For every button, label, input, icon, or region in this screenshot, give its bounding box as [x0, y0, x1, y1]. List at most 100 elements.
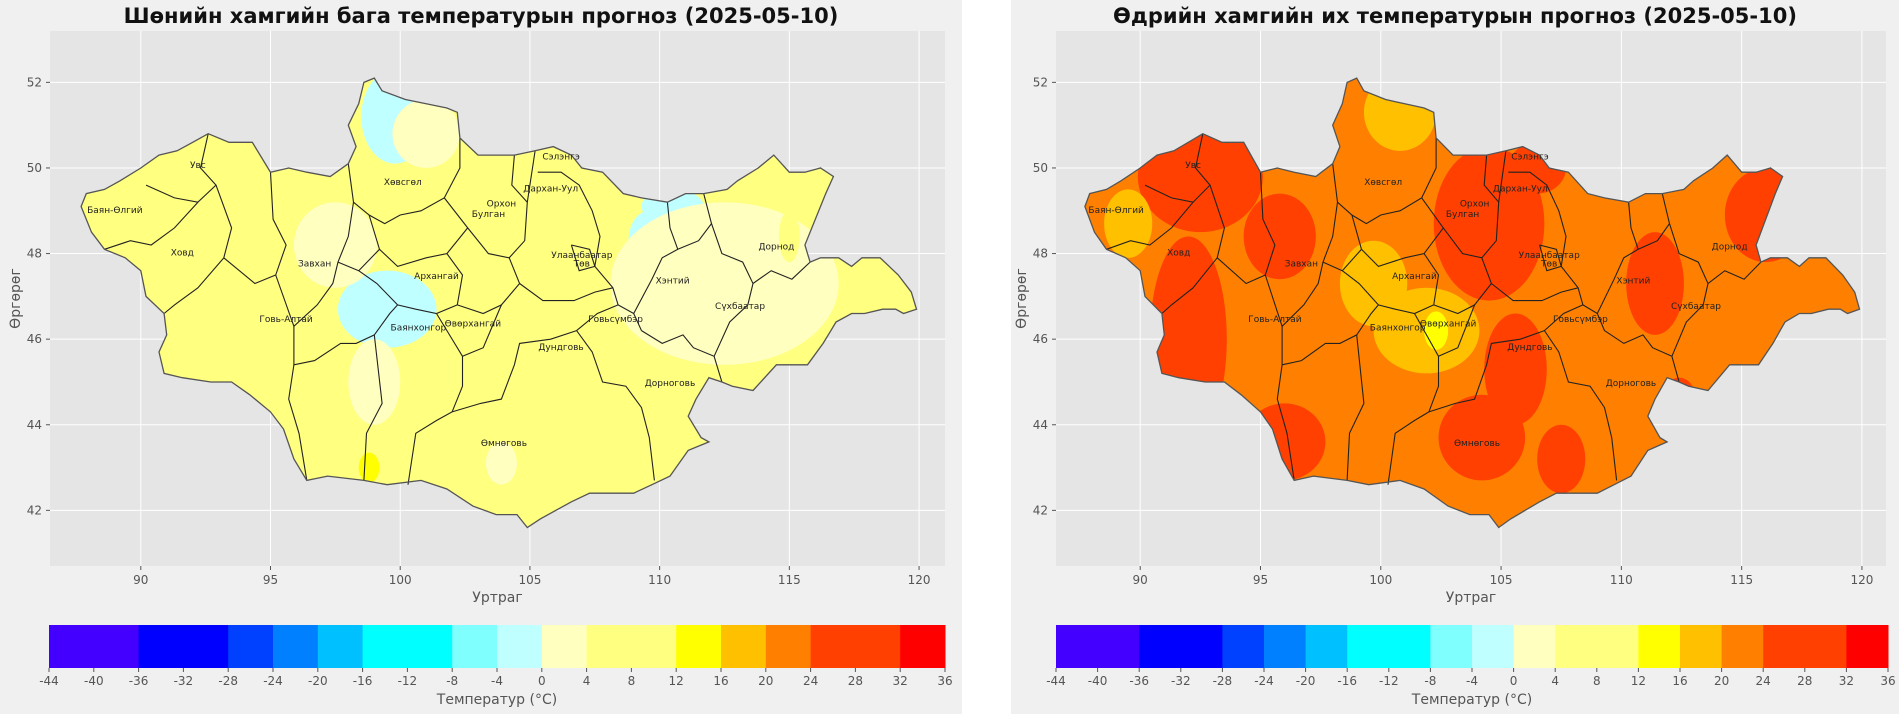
province-label: Сэлэнгэ — [542, 152, 580, 162]
country-border — [1084, 77, 1861, 529]
province-boundary — [337, 214, 381, 272]
temperature-zone — [348, 339, 401, 425]
colorbar-bin — [1347, 625, 1431, 668]
colorbar-bin — [586, 625, 677, 668]
province-boundary — [1628, 202, 1639, 250]
province-label: Увс — [190, 161, 206, 171]
province-label: Сүхбаатар — [715, 302, 765, 312]
colorbar-tick-label: -36 — [1129, 674, 1149, 688]
colorbar-tick-label: 8 — [1593, 674, 1601, 688]
temperature-zone — [293, 202, 377, 288]
temperature-zone — [337, 270, 437, 348]
colorbar-tick-label: 4 — [583, 674, 591, 688]
province-boundary — [519, 283, 614, 302]
province-label: Баян-Өлгий — [1088, 206, 1144, 216]
province-label: Архангай — [1392, 272, 1437, 282]
province-label: Дорнод — [758, 242, 794, 252]
colorbar-tick-label: 0 — [1510, 674, 1518, 688]
y-axis-label: Өргөрөг — [1014, 268, 1030, 329]
province-boundary — [1387, 313, 1440, 485]
temperature-zone — [392, 99, 460, 168]
colorbar-bin — [49, 625, 140, 668]
colorbar-label: Температур (°C) — [1411, 692, 1532, 708]
map-title: Өдрийн хамгийн их температурын прогноз (… — [1113, 4, 1797, 28]
province-label: Улаанбаатар — [551, 251, 612, 261]
province-boundary — [666, 202, 679, 250]
province-label: Дархан-Уул — [1493, 185, 1548, 195]
province-boundary — [1144, 133, 1211, 203]
colorbar-tick-label: -20 — [308, 674, 328, 688]
province-boundary — [641, 330, 723, 383]
colorbar-bin — [1763, 625, 1847, 668]
max-temperature-map: Увс Баян-Өлгий Ховд Завхан Хөвсгөл Сэлэнгэ Дар… — [1014, 31, 1896, 708]
province-label: Дорноговь — [645, 379, 695, 389]
province-label: Улаанбаатар — [1519, 251, 1580, 261]
province-label: Өвөрхангай — [1420, 319, 1477, 329]
y-tick-label: 46 — [27, 332, 42, 346]
colorbar-tick-label: 28 — [1797, 674, 1812, 688]
province-boundary — [1508, 171, 1606, 331]
y-tick-label: 42 — [1033, 503, 1048, 517]
colorbar-bin — [1513, 625, 1556, 668]
colorbar-bin — [1056, 625, 1140, 668]
x-tick-label: 90 — [133, 573, 148, 587]
x-tick-label: 95 — [1253, 573, 1268, 587]
province-label: Говьсүмбэр — [1553, 315, 1608, 325]
province-label: Сэлэнгэ — [1511, 152, 1549, 162]
province-label: Говь-Алтай — [259, 315, 313, 325]
colorbar-bin — [810, 625, 901, 668]
province-boundary — [576, 304, 619, 332]
province-boundary — [363, 334, 383, 481]
colorbar-tick-label: -44 — [39, 674, 59, 688]
x-tick-label: 110 — [1610, 573, 1633, 587]
colorbar-bin — [1139, 625, 1223, 668]
province-label: Дундговь — [1507, 343, 1552, 353]
colorbar-tick-label: -4 — [1466, 674, 1478, 688]
province-label: Төв — [1540, 259, 1557, 269]
province-boundary — [1332, 138, 1437, 225]
province-boundary — [511, 155, 528, 203]
province-label: Дорнод — [1712, 242, 1748, 252]
province-label: Завхан — [298, 259, 331, 269]
colorbar-tick-label: 12 — [1631, 674, 1646, 688]
x-tick-label: 100 — [1369, 573, 1392, 587]
x-tick-label: 95 — [263, 573, 278, 587]
province-label: Ховд — [1167, 249, 1190, 259]
province-boundary — [462, 304, 502, 357]
colorbar-bin — [541, 625, 588, 668]
province-boundary — [1539, 244, 1562, 272]
colorbar-tick-label: -36 — [129, 674, 149, 688]
province-label: Баян-Өлгий — [87, 206, 143, 216]
colorbar-bin — [1846, 625, 1889, 668]
province-boundary — [446, 227, 469, 254]
y-tick-label: 48 — [27, 247, 42, 261]
y-tick-label: 46 — [1033, 332, 1048, 346]
x-tick-label: 90 — [1133, 573, 1148, 587]
colorbar-tick-label: -20 — [1296, 674, 1316, 688]
province-boundary — [1341, 248, 1440, 315]
province-boundary — [104, 201, 199, 250]
min-temperature-map: Увс Баян-Өлгий Ховд Завхан Хөвсгөл Сэлэнгэ Дар… — [8, 31, 953, 708]
province-boundary — [1281, 304, 1379, 366]
temperature-zone — [1626, 232, 1684, 335]
x-axis-label: Уртраг — [472, 590, 522, 606]
y-tick-label: 52 — [1033, 75, 1048, 89]
map-title: Шөнийн хамгийн бага температурын прогноз… — [123, 4, 839, 28]
temperature-zone — [1104, 189, 1153, 258]
province-boundary — [347, 138, 461, 225]
temperature-zone — [1537, 424, 1586, 494]
province-boundary — [1346, 334, 1365, 481]
colorbar-bin — [273, 625, 319, 668]
temperature-zone — [485, 441, 517, 485]
colorbar-tick-label: 36 — [937, 674, 952, 688]
x-axis-label: Уртраг — [1446, 590, 1496, 606]
x-tick-label: 105 — [518, 573, 541, 587]
province-boundary — [293, 304, 399, 366]
colorbar-tick-label: -16 — [353, 674, 373, 688]
province-label: Дорноговь — [1606, 379, 1656, 389]
colorbar-tick-label: -40 — [1088, 674, 1108, 688]
province-label: Өмнөговь — [481, 439, 527, 449]
province-boundary — [145, 133, 217, 203]
y-axis-label: Өргөрөг — [8, 268, 24, 329]
province-label: Орхон — [487, 199, 517, 209]
